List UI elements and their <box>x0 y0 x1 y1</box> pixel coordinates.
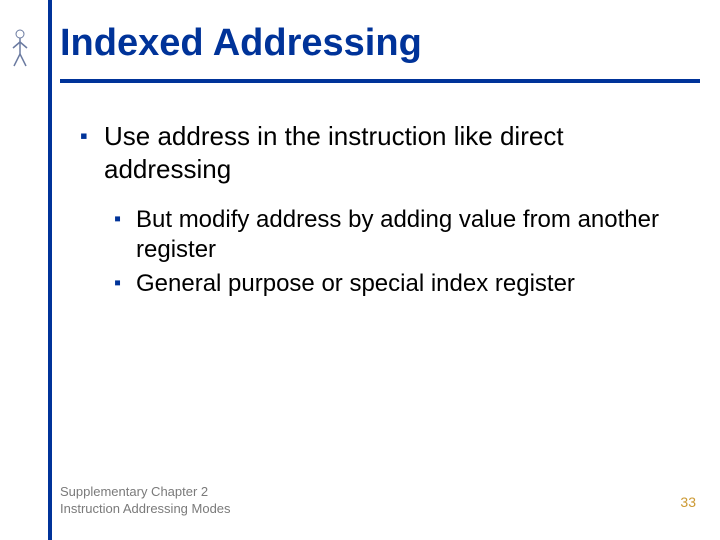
bullet-level1: ▪ Use address in the instruction like di… <box>60 120 680 185</box>
footer-line1: Supplementary Chapter 2 <box>60 484 231 501</box>
bullet-level2: ▪ General purpose or special index regis… <box>60 269 680 299</box>
page-number: 33 <box>680 494 696 510</box>
square-bullet-icon: ▪ <box>114 207 121 232</box>
footer-line2: Instruction Addressing Modes <box>60 501 231 518</box>
title-block: Indexed Addressing <box>60 22 700 83</box>
bullet-text: Use address in the instruction like dire… <box>104 121 564 184</box>
square-bullet-icon: ▪ <box>114 271 121 296</box>
square-bullet-icon: ▪ <box>80 122 88 150</box>
title-underline <box>60 79 700 83</box>
bullet-level2: ▪ But modify address by adding value fro… <box>60 205 680 265</box>
vertical-rule <box>48 0 52 540</box>
bullet-text: General purpose or special index registe… <box>136 270 575 297</box>
decorative-figure-icon <box>10 28 30 68</box>
bullet-text: But modify address by adding value from … <box>136 206 659 263</box>
slide-title: Indexed Addressing <box>60 22 700 79</box>
footer-text: Supplementary Chapter 2 Instruction Addr… <box>60 484 231 518</box>
content-area: ▪ Use address in the instruction like di… <box>60 120 680 303</box>
